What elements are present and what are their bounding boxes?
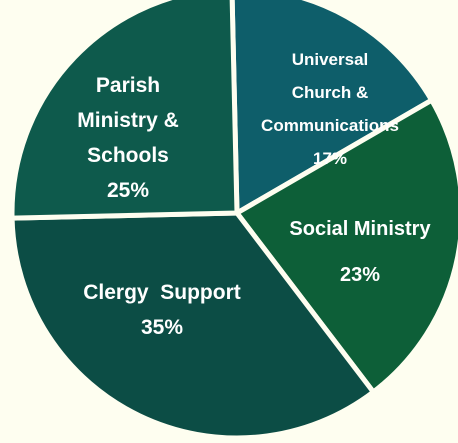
slice-parish-ministry: [9, 0, 240, 221]
slice-label-social-ministry: Social Ministry 23%: [289, 213, 430, 291]
slice-label-universal-church: Universal Church & Communications 17%: [261, 43, 399, 175]
slice-value-label: 25%: [106, 179, 150, 202]
slice-label-text: Universal: [291, 50, 369, 69]
slice-label-text: Church &: [291, 83, 369, 102]
slice-value-label: 23%: [339, 264, 381, 286]
slice-clergy-support: [9, 210, 376, 441]
slice-universal-church: [229, 0, 435, 216]
slice-label-text: Schools: [87, 144, 169, 167]
slice-label-clergy-support: Clergy Support 35%: [83, 275, 241, 345]
slice-label-text: Social Ministry: [289, 218, 431, 240]
slice-value-label: 17%: [312, 149, 348, 168]
slice-label-text: Parish: [95, 74, 161, 97]
slice-label-text: Clergy Support: [83, 281, 241, 304]
slice-value-label: 35%: [140, 316, 184, 339]
slice-label-text: Ministry &: [77, 109, 179, 132]
slice-label-text: Communications: [261, 116, 399, 135]
slice-label-parish-ministry: Parish Ministry & Schools 25%: [77, 68, 179, 208]
